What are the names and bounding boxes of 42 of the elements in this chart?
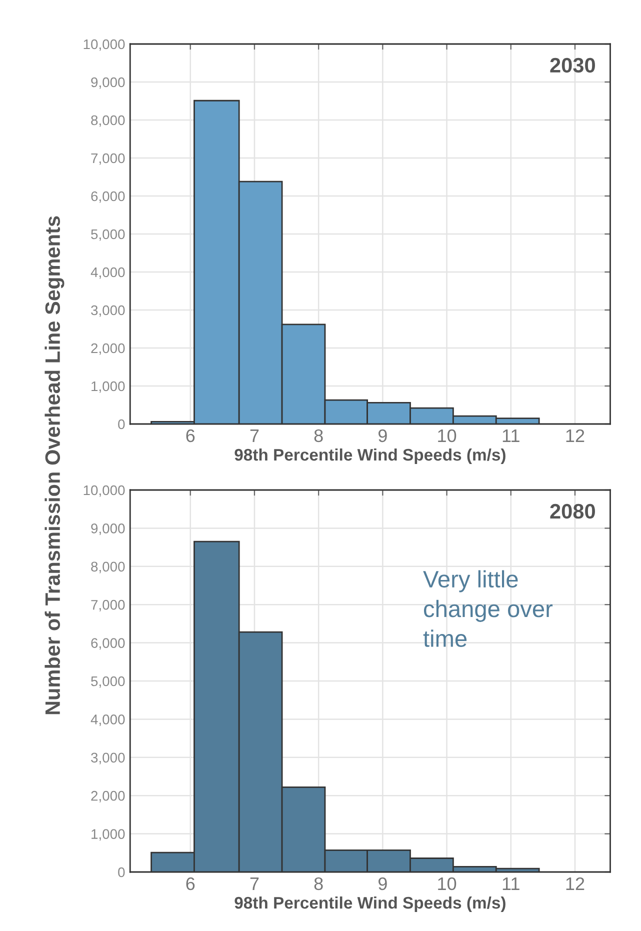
y-tick-label: 3,000 xyxy=(91,305,125,317)
y-tick-label: 6,000 xyxy=(91,638,125,650)
x-tick-label: 10 xyxy=(438,877,456,890)
x-tick-label: 11 xyxy=(502,430,520,442)
y-tick-label: 0 xyxy=(118,867,125,878)
x-tick-label: 6 xyxy=(186,877,195,890)
y-tick-label: 3,000 xyxy=(91,752,125,764)
y-tick-label: 7,000 xyxy=(91,600,125,612)
y-tick-label: 5,000 xyxy=(91,229,125,241)
x-tick-label: 7 xyxy=(250,878,259,890)
y-tick-label: 8,000 xyxy=(91,562,125,574)
y-tick-label: 6,000 xyxy=(91,191,125,203)
y-tick-label: 0 xyxy=(118,419,125,430)
y-tick-label: 4,000 xyxy=(90,714,125,726)
y-tick-label: 1,000 xyxy=(92,829,125,841)
y-tick-label: 4,000 xyxy=(90,267,125,279)
annotation: Very little change over time xyxy=(423,570,553,647)
x-tick-label: 12 xyxy=(566,877,584,890)
x-tick-label: 7 xyxy=(250,430,259,442)
y-axis-title: Number of Transmission Overhead Line Segments xyxy=(44,216,64,714)
y-tick-label: 10,000 xyxy=(84,485,125,497)
y-tick-label: 1,000 xyxy=(92,381,125,393)
x-axis-title: 98th Percentile Wind Speeds (m/s) xyxy=(234,896,506,912)
y-tick-label: 9,000 xyxy=(91,77,125,89)
y-tick-label: 8,000 xyxy=(91,115,125,127)
x-tick-label: 9 xyxy=(378,429,387,442)
text: 2080 xyxy=(550,504,595,519)
y-tick-label: 10,000 xyxy=(84,39,125,51)
text: 2030 xyxy=(550,58,595,73)
x-tick-label: 8 xyxy=(314,877,323,890)
y-tick-label: 2,000 xyxy=(91,790,125,802)
x-tick-label: 11 xyxy=(502,878,520,890)
y-tick-label: 2,000 xyxy=(91,343,125,355)
y-tick-label: 7,000 xyxy=(91,153,125,165)
x-tick-label: 12 xyxy=(566,429,584,442)
x-tick-label: 8 xyxy=(314,429,323,442)
x-axis-title: 98th Percentile Wind Speeds (m/s) xyxy=(234,448,506,464)
x-tick-label: 10 xyxy=(438,429,456,442)
y-tick-label: 9,000 xyxy=(91,524,125,536)
x-tick-label: 6 xyxy=(186,429,195,442)
y-tick-label: 5,000 xyxy=(91,676,125,688)
x-tick-label: 9 xyxy=(378,877,387,890)
